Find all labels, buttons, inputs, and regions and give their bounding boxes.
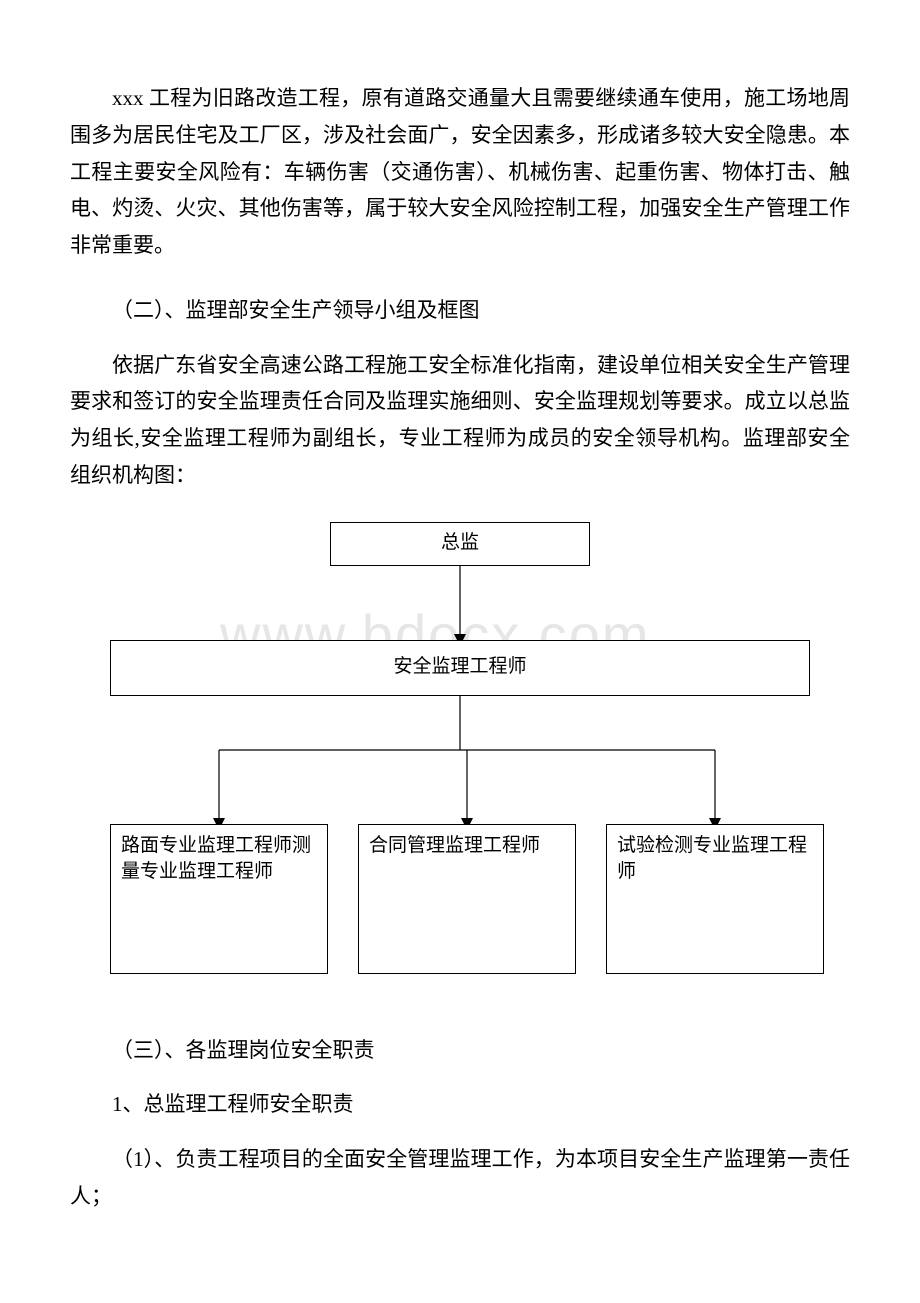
section-3-item-1: 1、总监理工程师安全职责 xyxy=(70,1086,850,1123)
node-safety-engineer-label: 安全监理工程师 xyxy=(393,654,526,681)
section-3-heading: （三）、各监理岗位安全职责 xyxy=(70,1032,850,1069)
node-pavement-survey: 路面专业监理工程师测量专业监理工程师 xyxy=(110,824,328,974)
org-chart: www.bdocx.com 总监 安全监理工程师 路面专业监理工程师测量专业监理… xyxy=(70,522,850,992)
node-director-label: 总监 xyxy=(441,530,479,557)
node-contract-mgmt-label: 合同管理监理工程师 xyxy=(359,825,575,868)
node-test-inspection: 试验检测专业监理工程师 xyxy=(606,824,824,974)
node-contract-mgmt: 合同管理监理工程师 xyxy=(358,824,576,974)
node-safety-engineer: 安全监理工程师 xyxy=(110,640,810,696)
node-pavement-survey-label: 路面专业监理工程师测量专业监理工程师 xyxy=(111,825,327,894)
node-director: 总监 xyxy=(330,522,590,566)
section-2-paragraph: 依据广东省安全高速公路工程施工安全标准化指南，建设单位相关安全生产管理要求和签订… xyxy=(70,347,850,494)
intro-paragraph: xxx 工程为旧路改造工程，原有道路交通量大且需要继续通车使用，施工场地周围多为… xyxy=(70,80,850,264)
section-2-heading: （二）、监理部安全生产领导小组及框图 xyxy=(70,292,850,329)
section-3-item-1-1: （1）、负责工程项目的全面安全管理监理工作，为本项目安全生产监理第一责任人； xyxy=(70,1141,850,1215)
node-test-inspection-label: 试验检测专业监理工程师 xyxy=(607,825,823,894)
